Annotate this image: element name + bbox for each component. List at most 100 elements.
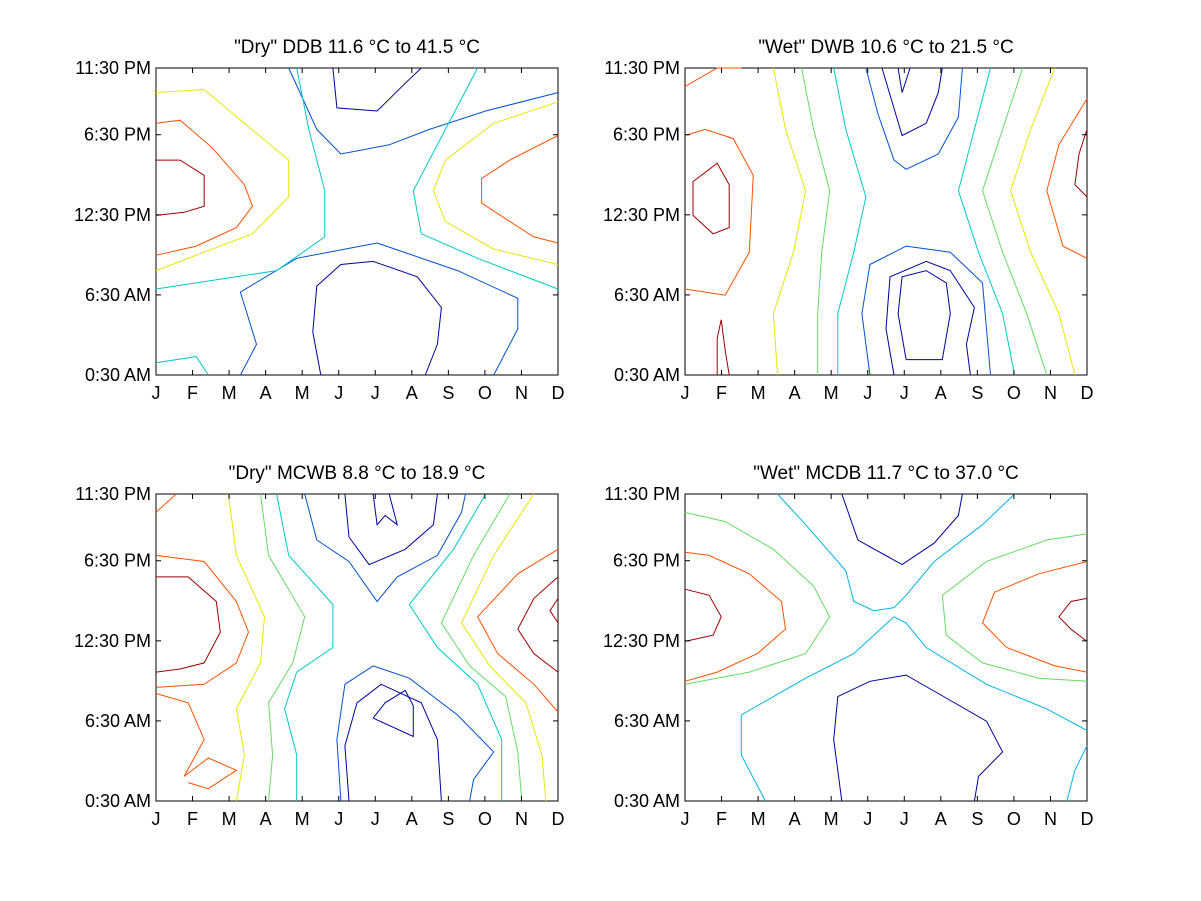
x-tick-label: A [260, 383, 272, 403]
contour-line [777, 493, 1015, 612]
x-tick-label: O [1007, 383, 1021, 403]
contour-line [440, 493, 523, 802]
panel-title: "Dry" DDB 11.6 °C to 41.5 °C [234, 37, 480, 58]
y-tick-label: 11:30 PM [604, 484, 680, 504]
x-tick-label: J [681, 809, 690, 829]
y-tick-label: 6:30 AM [614, 285, 680, 305]
contour-line [549, 598, 559, 624]
x-tick-label: F [187, 383, 198, 403]
x-tick-label: D [552, 383, 565, 403]
y-tick-label: 0:30 AM [85, 365, 151, 385]
x-tick-label: F [716, 809, 727, 829]
y-tick-label: 6:30 PM [84, 125, 151, 145]
contour-line [941, 533, 1088, 682]
contour-line [276, 493, 334, 801]
contour-line [408, 493, 503, 801]
contour-line [260, 493, 306, 802]
y-tick-label: 12:30 PM [74, 631, 151, 651]
contour-line [841, 493, 963, 566]
x-tick-label: D [1081, 383, 1094, 403]
x-tick-label: J [863, 809, 872, 829]
panel-title: "Wet" DWB 10.6 °C to 21.5 °C [758, 37, 1013, 58]
x-tick-label: M [824, 383, 839, 403]
x-tick-label: F [187, 809, 198, 829]
contour-line [684, 551, 787, 682]
panel-title: "Wet" MCDB 11.7 °C to 37.0 °C [753, 463, 1019, 484]
contour-line [981, 561, 1088, 673]
contour-line [957, 67, 1016, 376]
x-tick-label: A [260, 809, 272, 829]
x-tick-label: A [935, 383, 947, 403]
contour-line [304, 493, 466, 603]
y-tick-label: 12:30 PM [74, 205, 151, 225]
x-tick-label: S [442, 383, 454, 403]
contour-line [1066, 745, 1088, 802]
contour-line [312, 260, 442, 376]
contour-line [772, 67, 807, 376]
x-tick-label: J [900, 809, 909, 829]
contour-line [227, 493, 266, 802]
contour-panel-3: "Dry" MCWB 8.8 °C to 18.9 °C J F M A M J J A S O N D… [74, 463, 565, 829]
contour-line [801, 67, 831, 375]
contour-line [885, 260, 975, 376]
y-tick-label: 11:30 PM [604, 58, 680, 78]
x-tick-label: F [716, 383, 727, 403]
contour-line [1010, 67, 1076, 376]
contour-line [372, 493, 399, 526]
contour-line [684, 128, 754, 296]
x-tick-label: J [681, 383, 690, 403]
y-tick-label: 12:30 PM [603, 631, 680, 651]
plot-area [155, 67, 559, 376]
x-tick-label: M [295, 809, 310, 829]
x-tick-label: S [971, 809, 983, 829]
contour-panel-4: "Wet" MCDB 11.7 °C to 37.0 °C J F M A M J J A S O N… [603, 463, 1094, 829]
x-tick-label: O [478, 383, 492, 403]
contour-line [155, 159, 205, 216]
contour-line [155, 693, 238, 790]
y-tick-label: 0:30 AM [85, 791, 151, 811]
contour-line [833, 674, 1004, 802]
contour-line [517, 576, 559, 673]
x-tick-label: A [935, 809, 947, 829]
y-tick-label: 11:30 PM [75, 58, 151, 78]
x-tick-label: M [295, 383, 310, 403]
contour-line [155, 554, 250, 688]
contour-line [716, 319, 730, 376]
contour-line [684, 67, 742, 87]
contour-line [481, 135, 559, 244]
x-tick-label: J [900, 383, 909, 403]
y-tick-label: 6:30 PM [613, 125, 680, 145]
contour-panel-1: "Dry" DDB 11.6 °C to 41.5 °C J F M A M J J A S O N D… [74, 37, 565, 403]
contour-line [881, 67, 943, 137]
panel-title: "Dry" MCWB 8.8 °C to 18.9 °C [229, 463, 486, 484]
contour-line [412, 67, 559, 290]
contour-line [155, 576, 221, 673]
contour-line [897, 270, 951, 361]
y-tick-label: 11:30 PM [75, 484, 151, 504]
y-tick-label: 6:30 AM [614, 711, 680, 731]
contour-line [833, 67, 867, 375]
x-tick-label: A [789, 809, 801, 829]
y-tick-label: 0:30 AM [614, 365, 680, 385]
x-tick-label: J [334, 809, 343, 829]
x-tick-label: D [1081, 809, 1094, 829]
contour-line [155, 119, 254, 256]
contour-line [344, 683, 442, 802]
contour-line [372, 689, 414, 738]
x-tick-label: M [751, 383, 766, 403]
y-tick-label: 6:30 PM [613, 551, 680, 571]
x-tick-label: N [1044, 809, 1057, 829]
y-tick-label: 12:30 PM [603, 205, 680, 225]
contour-line [897, 67, 911, 93]
x-tick-label: J [863, 383, 872, 403]
contour-line [684, 511, 831, 685]
contour-line [432, 101, 559, 265]
contour-line [684, 588, 722, 642]
x-tick-label: M [824, 809, 839, 829]
x-tick-label: N [515, 383, 528, 403]
x-tick-label: A [789, 383, 801, 403]
contour-line [336, 665, 495, 802]
x-tick-label: J [152, 809, 161, 829]
contour-line [155, 493, 177, 513]
